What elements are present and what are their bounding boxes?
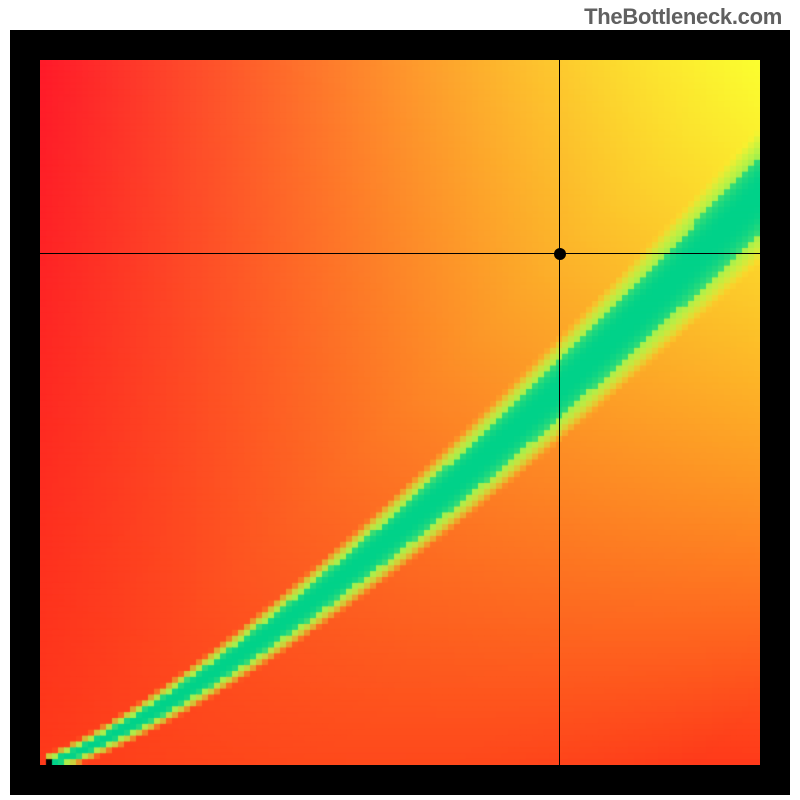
watermark-text: TheBottleneck.com — [584, 4, 782, 30]
crosshair-horizontal — [40, 253, 760, 254]
crosshair-marker — [554, 248, 566, 260]
bottleneck-heatmap — [40, 60, 760, 765]
crosshair-vertical — [559, 60, 560, 765]
